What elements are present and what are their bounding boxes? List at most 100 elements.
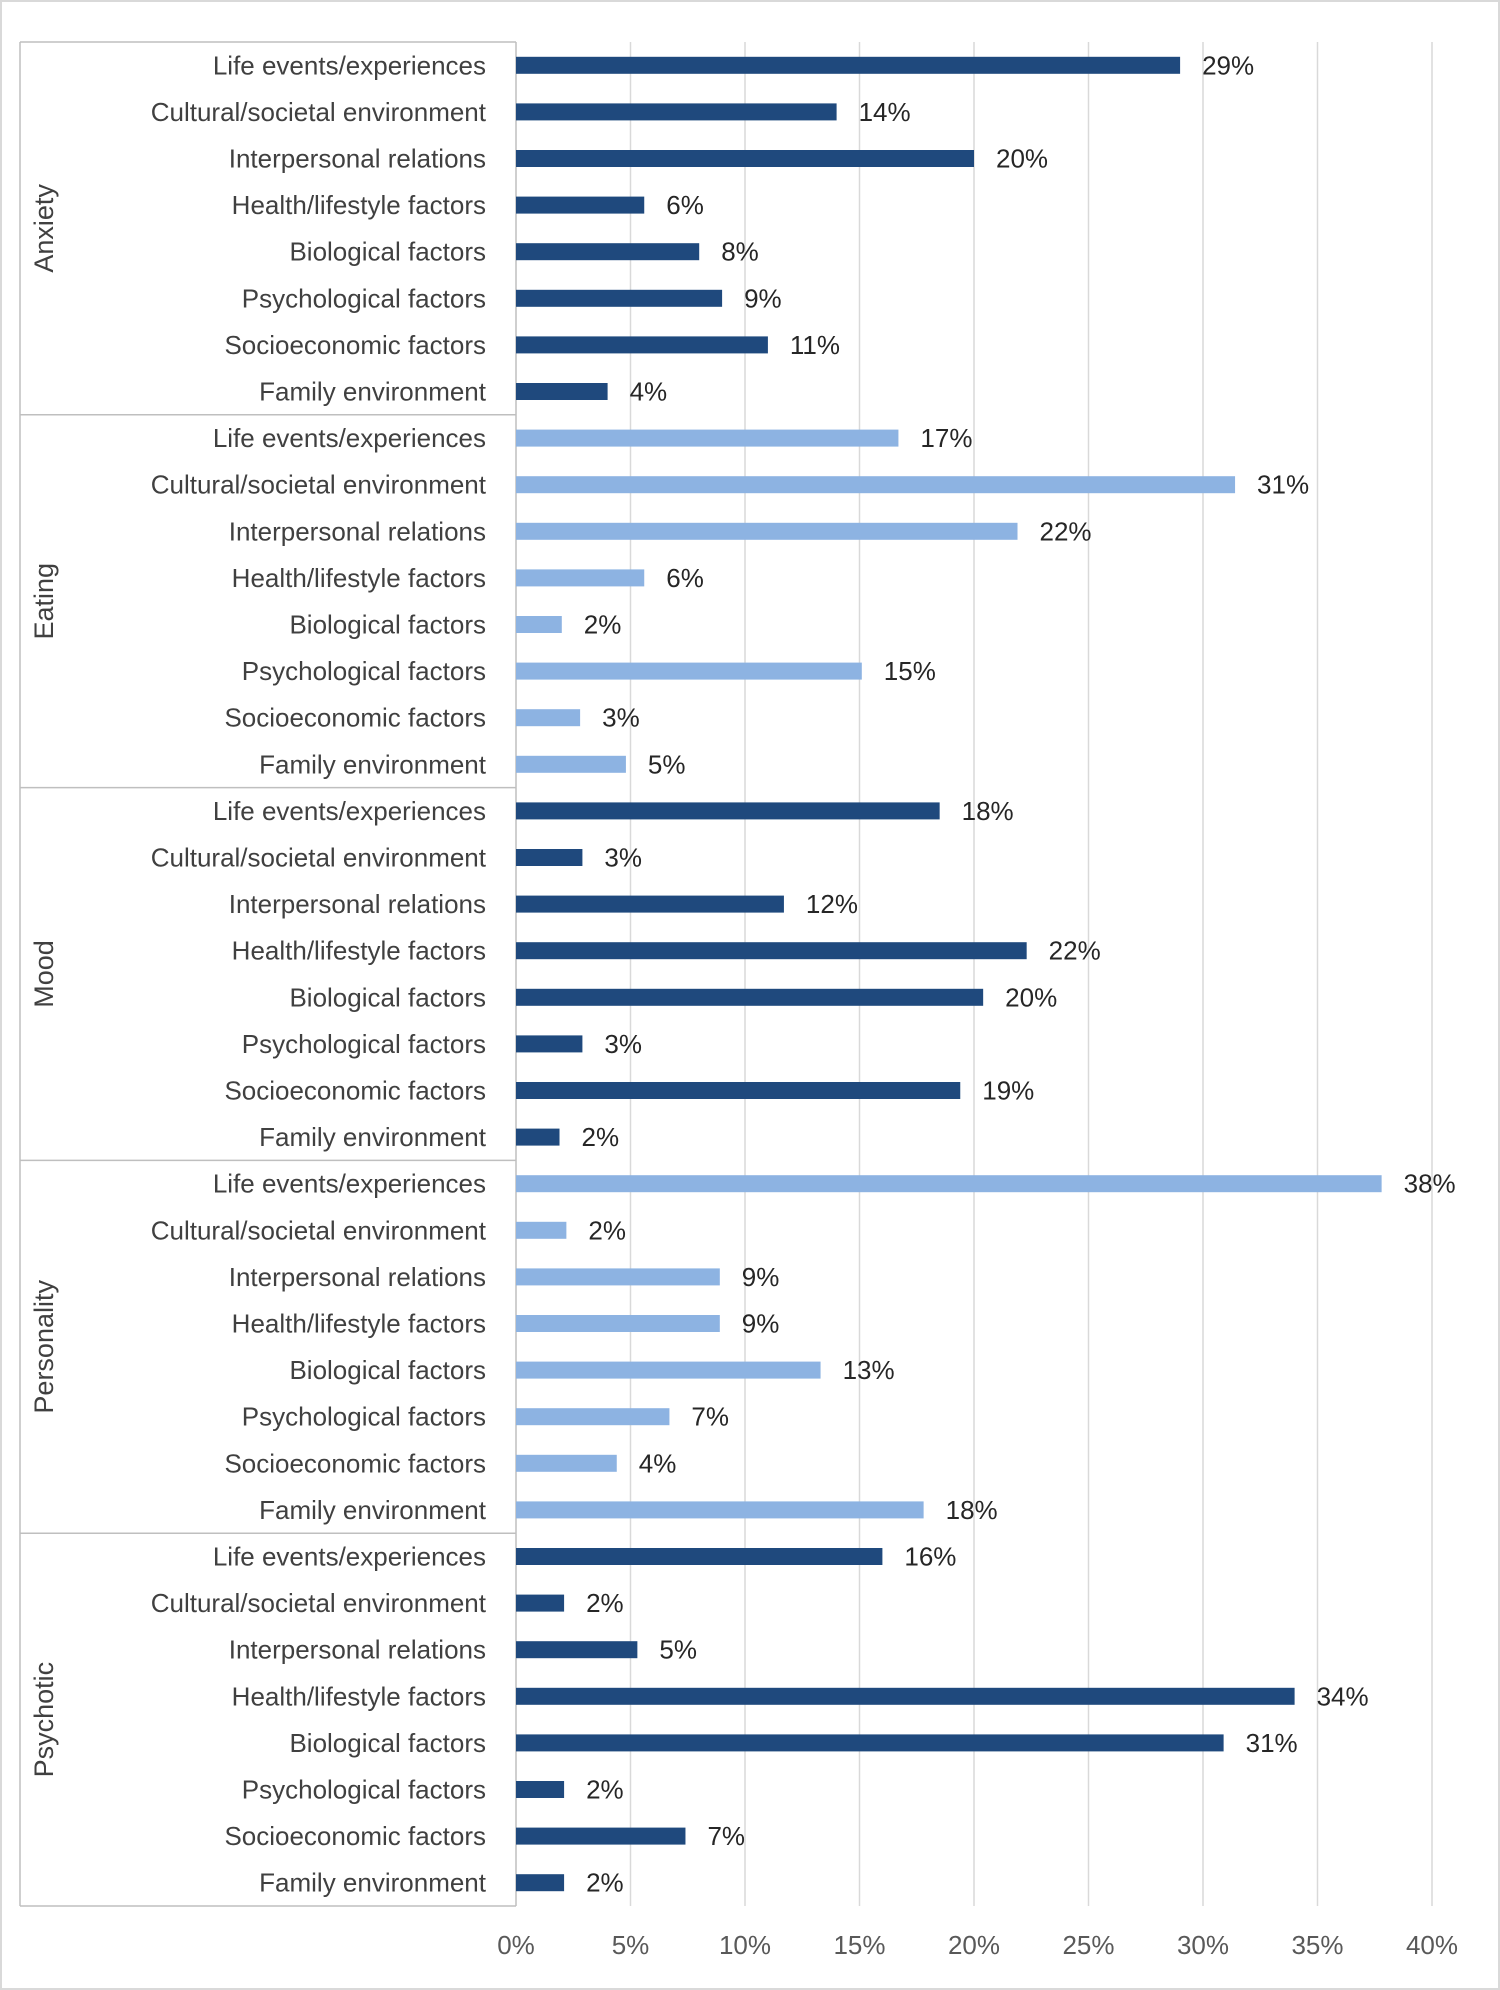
category-label: Cultural/societal environment xyxy=(151,1215,487,1245)
data-label: 7% xyxy=(691,1402,729,1432)
bar xyxy=(516,1501,924,1519)
group-label-personality: Personality xyxy=(29,1280,59,1414)
bar xyxy=(516,569,645,587)
x-tick-label: 15% xyxy=(833,1930,885,1960)
data-label: 17% xyxy=(920,423,972,453)
data-label: 12% xyxy=(806,889,858,919)
category-label: Socioeconomic factors xyxy=(224,1448,486,1478)
bar xyxy=(516,336,768,354)
category-label: Interpersonal relations xyxy=(229,516,486,546)
bar xyxy=(516,1408,670,1426)
category-label: Psychological factors xyxy=(242,1029,486,1059)
bar xyxy=(516,709,581,727)
data-label: 6% xyxy=(666,190,704,220)
category-label: Health/lifestyle factors xyxy=(232,936,486,966)
category-label: Biological factors xyxy=(289,610,486,640)
data-label: 5% xyxy=(659,1635,697,1665)
data-label: 2% xyxy=(586,1868,624,1898)
category-label: Life events/experiences xyxy=(213,50,486,80)
data-label: 9% xyxy=(744,283,782,313)
category-label: Biological factors xyxy=(289,1355,486,1385)
category-label: Health/lifestyle factors xyxy=(232,190,486,220)
data-label: 3% xyxy=(604,1029,642,1059)
data-label: 3% xyxy=(602,703,640,733)
x-tick-label: 20% xyxy=(948,1930,1000,1960)
category-label: Cultural/societal environment xyxy=(151,470,487,500)
bar xyxy=(516,1781,565,1798)
bar xyxy=(516,103,837,121)
category-label: Socioeconomic factors xyxy=(224,1076,486,1106)
category-label: Biological factors xyxy=(289,237,486,267)
bar xyxy=(516,849,583,866)
data-label: 22% xyxy=(1049,936,1101,966)
category-label: Cultural/societal environment xyxy=(151,97,487,127)
category-label: Interpersonal relations xyxy=(229,1262,486,1292)
data-label: 31% xyxy=(1246,1728,1298,1758)
bar xyxy=(516,1548,883,1565)
bar xyxy=(516,522,1018,540)
data-label: 14% xyxy=(859,97,911,127)
data-label: 9% xyxy=(742,1309,780,1339)
data-label: 34% xyxy=(1317,1681,1369,1711)
category-label: Family environment xyxy=(259,377,487,407)
bar xyxy=(516,755,626,773)
group-label-eating: Eating xyxy=(29,563,59,640)
category-label: Socioeconomic factors xyxy=(224,1821,486,1851)
category-label: Life events/experiences xyxy=(213,1169,486,1199)
category-label: Interpersonal relations xyxy=(229,144,486,174)
category-label: Socioeconomic factors xyxy=(224,330,486,360)
bar xyxy=(516,1454,617,1472)
bar xyxy=(516,476,1236,494)
category-label: Family environment xyxy=(259,749,487,779)
category-label: Family environment xyxy=(259,1495,487,1525)
data-label: 4% xyxy=(630,377,668,407)
x-tick-label: 25% xyxy=(1062,1930,1114,1960)
bar xyxy=(516,1221,567,1239)
category-label: Family environment xyxy=(259,1122,487,1152)
bar xyxy=(516,289,723,307)
data-label: 2% xyxy=(586,1588,624,1618)
bar xyxy=(516,662,862,680)
bar xyxy=(516,895,784,913)
bar xyxy=(516,1874,565,1892)
category-label: Interpersonal relations xyxy=(229,1635,486,1665)
category-label: Interpersonal relations xyxy=(229,889,486,919)
data-label: 6% xyxy=(666,563,704,593)
group-label-anxiety: Anxiety xyxy=(29,184,59,273)
category-label: Life events/experiences xyxy=(213,796,486,826)
data-label: 20% xyxy=(1005,982,1057,1012)
bar xyxy=(516,383,608,400)
data-label: 5% xyxy=(648,749,686,779)
bar xyxy=(516,616,562,633)
bar xyxy=(516,802,940,820)
data-label: 8% xyxy=(721,237,759,267)
x-tick-label: 10% xyxy=(719,1930,771,1960)
data-label: 22% xyxy=(1040,516,1092,546)
x-tick-label: 30% xyxy=(1177,1930,1229,1960)
data-label: 31% xyxy=(1257,470,1309,500)
data-label: 2% xyxy=(588,1215,626,1245)
bar xyxy=(516,150,974,167)
bar xyxy=(516,988,984,1006)
data-label: 7% xyxy=(707,1821,745,1851)
category-label: Psychological factors xyxy=(242,1775,486,1805)
bar xyxy=(516,942,1027,960)
data-label: 18% xyxy=(946,1495,998,1525)
x-tick-label: 40% xyxy=(1406,1930,1458,1960)
category-label: Socioeconomic factors xyxy=(224,703,486,733)
data-label: 2% xyxy=(584,610,622,640)
category-label: Health/lifestyle factors xyxy=(232,563,486,593)
data-label: 13% xyxy=(843,1355,895,1385)
data-label: 4% xyxy=(639,1448,677,1478)
category-label: Health/lifestyle factors xyxy=(232,1681,486,1711)
category-label: Biological factors xyxy=(289,1728,486,1758)
bar xyxy=(516,429,899,447)
bar xyxy=(516,196,645,214)
x-tick-label: 5% xyxy=(612,1930,650,1960)
data-label: 2% xyxy=(586,1775,624,1805)
bar xyxy=(516,1315,720,1332)
data-label: 29% xyxy=(1202,50,1254,80)
category-label: Family environment xyxy=(259,1868,487,1898)
bar xyxy=(516,1734,1224,1752)
